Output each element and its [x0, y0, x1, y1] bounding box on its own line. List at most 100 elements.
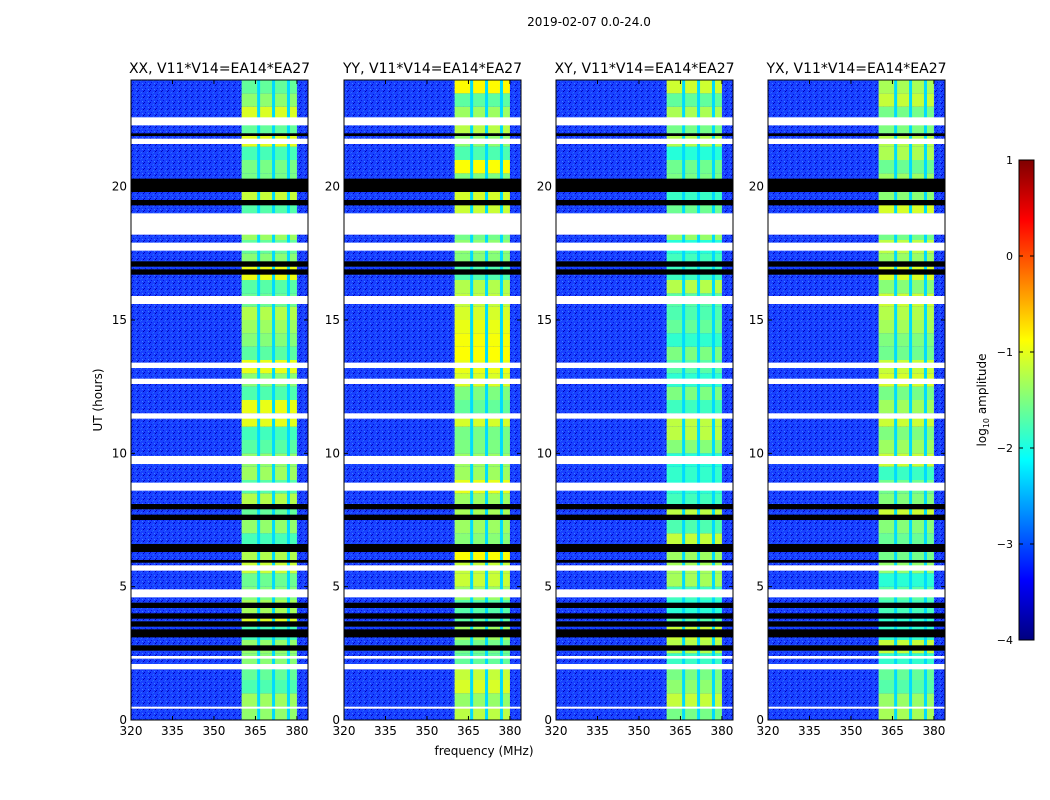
flagged-row	[344, 117, 521, 126]
y-tick-label: 15	[112, 313, 127, 327]
blank-row	[556, 621, 733, 627]
flagged-row	[131, 656, 308, 659]
axes-frame	[555, 79, 734, 721]
band-cell	[241, 533, 297, 547]
blank-row	[768, 514, 945, 520]
x-tick-label: 380	[922, 724, 945, 738]
x-tick-label: 350	[416, 724, 439, 738]
y-tick-label: 15	[325, 313, 340, 327]
blank-row	[131, 621, 308, 627]
blank-row	[768, 621, 945, 627]
x-axis-label: frequency (MHz)	[434, 744, 533, 758]
band-cell	[878, 386, 934, 400]
band-cell	[878, 280, 934, 294]
blank-row	[344, 621, 521, 627]
band-cell	[454, 400, 510, 414]
x-tick-label: 320	[333, 724, 356, 738]
band-cell	[666, 440, 722, 454]
blank-row	[768, 645, 945, 651]
blank-row	[556, 133, 733, 136]
flagged-row	[556, 656, 733, 659]
blank-row	[344, 602, 521, 608]
blank-row	[768, 602, 945, 608]
flagged-row	[344, 362, 521, 368]
flagged-row	[768, 213, 945, 235]
flagged-row	[768, 482, 945, 491]
flagged-row	[131, 296, 308, 304]
blank-row	[768, 629, 945, 638]
flagged-row	[768, 378, 945, 384]
panel-title: XY, V11*V14=EA14*EA27	[554, 61, 734, 77]
band-cell	[666, 466, 722, 480]
flagged-row	[556, 456, 733, 464]
y-tick-label: 5	[119, 580, 127, 594]
band-cell	[878, 306, 934, 320]
band-cell	[241, 466, 297, 480]
band-cell	[666, 693, 722, 707]
y-tick-label: 5	[756, 580, 764, 594]
band-cell	[241, 93, 297, 107]
flagged-row	[131, 117, 308, 126]
blank-row	[131, 560, 308, 563]
band-cell	[878, 146, 934, 160]
x-tick-label: 335	[798, 724, 821, 738]
band-channel-gap	[697, 80, 701, 720]
blank-row	[344, 629, 521, 638]
band-cell	[666, 280, 722, 294]
flagged-row	[131, 706, 308, 709]
blank-row	[556, 514, 733, 520]
x-tick-label: 365	[669, 724, 692, 738]
blank-row	[344, 133, 521, 136]
flagged-row	[556, 296, 733, 304]
band-cell	[878, 573, 934, 587]
band-cell	[666, 573, 722, 587]
band-cell	[878, 93, 934, 107]
x-tick-label: 320	[545, 724, 568, 738]
band-cell	[878, 160, 934, 174]
blank-row	[768, 133, 945, 136]
band-cell	[241, 493, 297, 507]
band-cell	[878, 533, 934, 547]
blank-row	[556, 504, 733, 510]
x-tick-label: 335	[374, 724, 397, 738]
colorbar-ticks: −4 −3 −2 −1 0 1	[997, 154, 1034, 647]
band-cell	[666, 680, 722, 694]
flagged-row	[344, 242, 521, 251]
y-axis-label: UT (hours)	[91, 368, 105, 431]
flagged-row	[768, 706, 945, 709]
band-cell	[878, 400, 934, 414]
band-cell	[878, 333, 934, 347]
flagged-row	[131, 413, 308, 419]
colorbar-label-suffix: amplitude	[975, 354, 989, 418]
band-cell	[454, 386, 510, 400]
colorbar-ramp	[1018, 159, 1035, 641]
flagged-row	[131, 138, 308, 144]
band-cell	[454, 306, 510, 320]
y-tick-label: 15	[537, 313, 552, 327]
flagged-row	[768, 117, 945, 126]
flagged-row	[344, 589, 521, 598]
colorbar-tick-label: −1	[997, 346, 1013, 359]
flagged-row	[768, 413, 945, 419]
band-cell	[454, 426, 510, 440]
flagged-row	[344, 378, 521, 384]
blank-row	[556, 544, 733, 552]
blank-row	[344, 200, 521, 206]
blank-row	[556, 629, 733, 638]
colorbar-tick-label: −3	[997, 538, 1013, 551]
flagged-row	[768, 589, 945, 598]
blank-row	[344, 544, 521, 552]
band-cell	[878, 493, 934, 507]
blank-row	[344, 613, 521, 619]
heatmap-panel: XY, V11*V14=EA14*EA27 320 335 350 365 380 0 5 10…	[537, 61, 735, 738]
axes-frame	[130, 79, 309, 721]
blank-row	[131, 514, 308, 520]
band-cell	[454, 666, 510, 680]
blank-row	[131, 261, 308, 267]
band-cell	[666, 400, 722, 414]
band-cell	[454, 160, 510, 174]
band-cell	[454, 146, 510, 160]
flagged-row	[768, 664, 945, 670]
band-cell	[666, 160, 722, 174]
